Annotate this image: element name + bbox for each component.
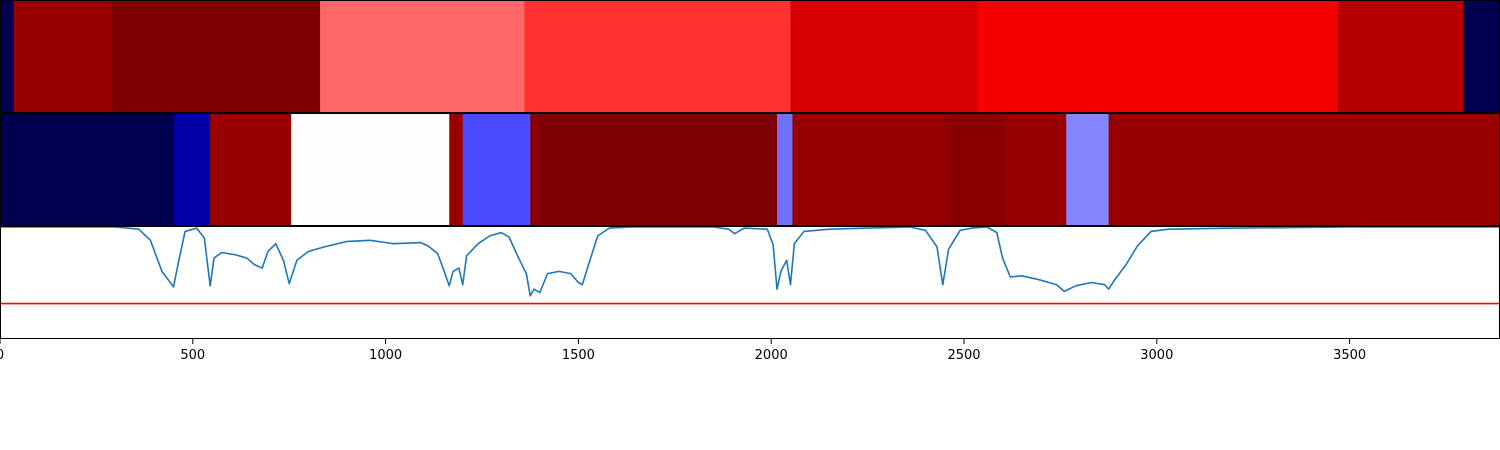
heatmap-cell	[790, 0, 978, 113]
line-panel-bottom: 0 500 1000 1500 2000 2500 3000 3500	[0, 226, 1500, 363]
heatmap-cell	[1109, 113, 1500, 226]
heatmap-top-cells	[0, 0, 1500, 113]
x-tick-label: 3500	[1333, 348, 1366, 363]
x-axis: 0 500 1000 1500 2000 2500 3000 3500	[0, 339, 1366, 363]
heatmap-cell	[1338, 0, 1464, 113]
heatmap-cell	[320, 0, 525, 113]
heatmap-panel-top	[0, 0, 1500, 113]
x-tick-label: 1000	[369, 348, 402, 363]
heatmap-cell	[540, 113, 778, 226]
heatmap-cell	[0, 113, 174, 226]
heatmap-cell	[449, 113, 463, 226]
x-tick-label: 3000	[1140, 348, 1173, 363]
x-tick-label: 0	[0, 348, 4, 363]
x-tick-label: 1500	[562, 348, 595, 363]
heatmap-middle-cells	[0, 113, 1500, 226]
heatmap-cell	[210, 113, 292, 226]
heatmap-cell	[463, 113, 531, 226]
heatmap-cell	[777, 113, 793, 226]
heatmap-cell	[14, 0, 113, 113]
heatmap-cell	[978, 0, 1339, 113]
x-tick-label: 2500	[947, 348, 980, 363]
heatmap-cell	[530, 113, 540, 226]
heatmap-cell	[945, 113, 1007, 226]
heatmap-cell	[1463, 0, 1500, 113]
x-tick-label: 2000	[755, 348, 788, 363]
heatmap-cell	[1066, 113, 1109, 226]
heatmap-cell	[524, 0, 791, 113]
heatmap-cell	[174, 113, 211, 226]
heatmap-cell	[291, 113, 450, 226]
heatmap-cell	[0, 0, 14, 113]
heatmap-cell	[112, 0, 321, 113]
heatmap-cell	[792, 113, 945, 226]
x-tick-label: 500	[180, 348, 205, 363]
heatmap-panel-middle	[0, 113, 1500, 226]
line-panel-background	[0, 226, 1500, 338]
heatmap-cell	[1006, 113, 1066, 226]
